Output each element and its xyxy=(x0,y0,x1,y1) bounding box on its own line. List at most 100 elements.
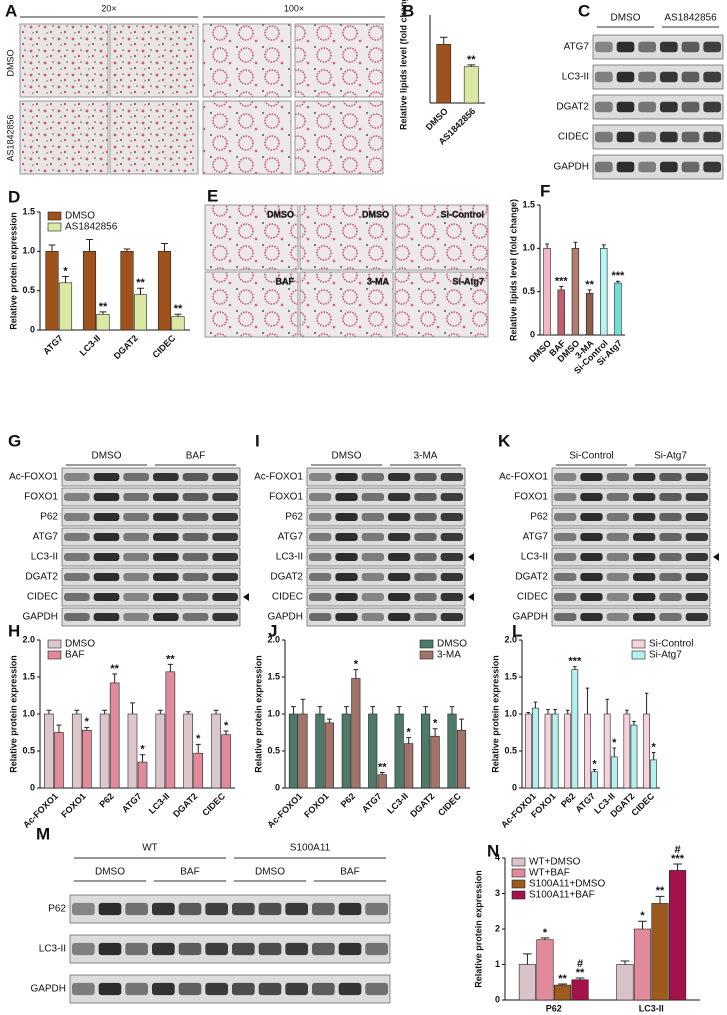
blot-strip xyxy=(306,607,466,627)
blot-band xyxy=(212,573,238,581)
blot-strip xyxy=(592,124,724,150)
blot-row-label: P62 xyxy=(530,512,548,523)
blot-band xyxy=(703,161,721,173)
blot-band xyxy=(580,593,603,601)
error-bar xyxy=(84,726,90,731)
blot-band xyxy=(152,942,175,956)
legend-swatch xyxy=(419,639,434,649)
blot-band xyxy=(153,513,179,521)
error-bar xyxy=(573,666,577,670)
blot-row-label: ATG7 xyxy=(523,532,549,543)
significance: * xyxy=(612,737,617,749)
blot-band xyxy=(123,513,149,521)
significance: * xyxy=(196,733,201,745)
blot-group: DMSO xyxy=(255,867,285,878)
blot-band xyxy=(554,613,577,621)
blot-band xyxy=(660,71,678,83)
blot-band xyxy=(123,593,149,601)
significance: * xyxy=(85,716,90,728)
blot-band xyxy=(212,493,238,501)
blot-group: Si-Atg7 xyxy=(654,451,687,462)
blot-row-label: LC3-II xyxy=(521,552,548,563)
bar xyxy=(71,713,82,789)
error-bar xyxy=(161,242,168,252)
blot-band xyxy=(440,473,463,481)
blot-band xyxy=(414,613,437,621)
blot-band xyxy=(178,982,202,996)
error-bar xyxy=(99,311,107,315)
micrograph xyxy=(204,271,299,338)
error-bar xyxy=(644,692,649,714)
blot-band xyxy=(606,473,629,481)
blot-band xyxy=(388,493,411,501)
blot-band xyxy=(258,942,282,956)
error-bar xyxy=(396,706,402,714)
blot-band xyxy=(123,553,149,561)
blot-band xyxy=(123,493,149,501)
bar xyxy=(341,713,351,789)
y-tick-label: 0 xyxy=(275,782,280,792)
blot-row-label: GAPDH xyxy=(512,612,548,623)
blot-band xyxy=(681,161,700,173)
bar xyxy=(394,713,404,789)
blot-band xyxy=(685,493,708,501)
error-bar xyxy=(625,709,629,714)
blot-band xyxy=(258,902,282,916)
blot-strip xyxy=(551,567,711,587)
blot-band xyxy=(64,533,90,541)
blot-row-label: GAPDH xyxy=(267,612,303,623)
blot-band xyxy=(64,473,90,481)
blot-band xyxy=(153,613,179,621)
blot-band xyxy=(153,553,179,561)
legend-label: DMSO xyxy=(437,639,467,650)
x-tick-label: FOXO1 xyxy=(302,791,331,820)
blot-band xyxy=(388,613,411,621)
error-bar xyxy=(638,920,647,929)
bar xyxy=(603,713,611,789)
blot-band xyxy=(685,593,708,601)
blot-row-label: Ac-FOXO1 xyxy=(499,472,548,483)
blot-band xyxy=(361,533,384,541)
y-tick-label: 2.0 xyxy=(267,634,280,644)
micrograph-label: 3-MA xyxy=(367,276,389,286)
blot-strip xyxy=(306,487,466,507)
error-bar xyxy=(432,728,438,737)
legend-label: S100A11+BAF xyxy=(529,890,595,901)
blot-band xyxy=(414,533,437,541)
y-tick-label: 0.5 xyxy=(504,745,517,755)
blot-strip xyxy=(61,607,241,627)
blot-band xyxy=(182,533,209,541)
bar xyxy=(544,713,552,789)
micrograph xyxy=(299,271,394,338)
micrograph xyxy=(394,271,489,338)
blot-group: AS1842856 xyxy=(664,13,717,24)
x-tick-label: ATG7 xyxy=(360,791,384,815)
blot-group: DMSO xyxy=(95,867,125,878)
error-bar xyxy=(439,36,448,45)
blot-band xyxy=(64,553,90,561)
bar xyxy=(630,724,638,789)
blot-row-label: DGAT2 xyxy=(556,102,589,113)
blot-band xyxy=(205,902,228,916)
blot-band xyxy=(580,533,603,541)
micrograph xyxy=(19,23,109,98)
significance: * xyxy=(652,741,657,753)
significance: ** xyxy=(656,885,665,897)
bar xyxy=(430,735,440,789)
blot-band xyxy=(152,982,175,996)
x-tick-label: DMSO xyxy=(424,106,450,132)
blot-band xyxy=(93,533,120,541)
bar xyxy=(404,743,414,789)
blot-band xyxy=(414,513,437,521)
micrograph xyxy=(109,23,199,98)
legend-swatch xyxy=(47,650,62,660)
blot-band xyxy=(309,493,332,501)
blot-band xyxy=(125,982,148,996)
y-tick-label: 1.0 xyxy=(267,708,280,718)
blot-band xyxy=(659,533,682,541)
blot-band xyxy=(365,942,388,956)
blot-band xyxy=(414,573,437,581)
y-tick-label: 2.0 xyxy=(504,634,517,644)
legend-swatch xyxy=(631,639,646,649)
panel-label: K xyxy=(498,431,511,450)
